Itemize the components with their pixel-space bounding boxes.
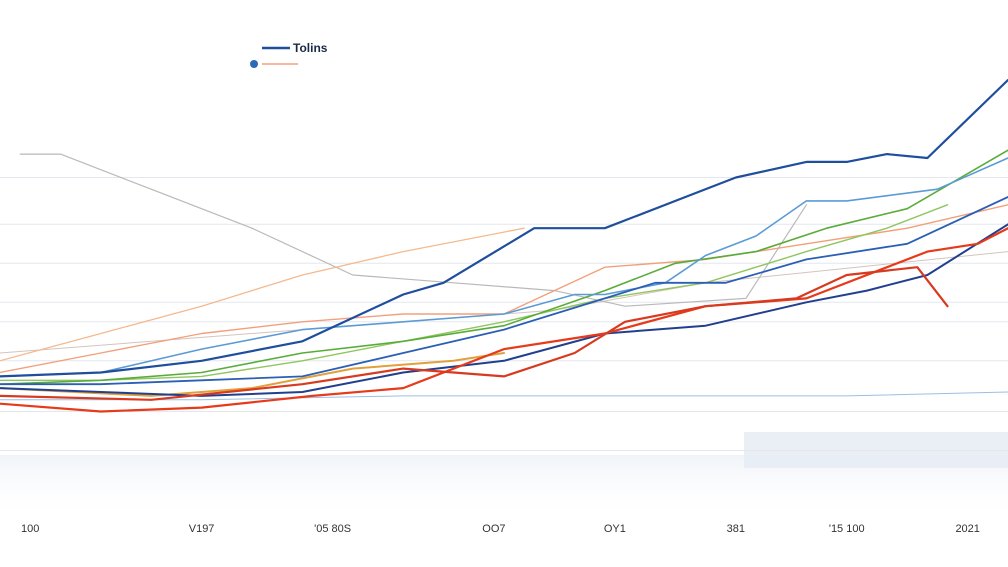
- x-tick-label: 100: [21, 523, 39, 535]
- series-line-7: [0, 149, 1008, 385]
- x-tick-label: '15 100: [829, 523, 865, 535]
- x-tick-label: OO7: [482, 523, 505, 535]
- series-line-12: [19, 153, 807, 307]
- series-line-2: [0, 266, 949, 401]
- series-lines: [0, 78, 1008, 413]
- x-tick-label: OY1: [604, 523, 626, 535]
- legend: Tolins: [250, 41, 328, 68]
- series-line-14: [0, 391, 1008, 401]
- series-line-11: [0, 352, 505, 397]
- x-axis-tick-labels: 100 V197 '05 80S OO7 OY1 381 '15 100 2021: [21, 523, 980, 535]
- series-line-8: [0, 204, 949, 381]
- x-tick-label: 2021: [955, 523, 979, 535]
- x-tick-label: V197: [189, 523, 215, 535]
- series-line-5: [0, 196, 1008, 386]
- legend-marker-2: [250, 60, 258, 68]
- series-line-10: [0, 227, 525, 362]
- x-tick-label: '05 80S: [314, 523, 351, 535]
- x-tick-label: 381: [727, 523, 745, 535]
- series-line-1: [0, 78, 1008, 378]
- series-line-6: [0, 157, 1008, 378]
- legend-label-1: Tolins: [293, 41, 328, 55]
